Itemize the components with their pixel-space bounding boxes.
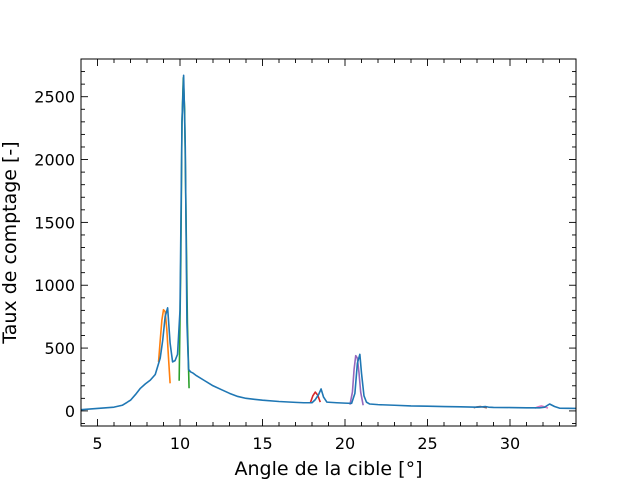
- series-line-fit-18: [309, 391, 322, 404]
- plot-frame: [80, 58, 577, 427]
- y-tick-label: 500: [44, 339, 75, 358]
- series-layer: [81, 74, 576, 411]
- y-tick-label: 2500: [34, 88, 75, 107]
- y-tick-label: 0: [65, 402, 75, 421]
- series-line-spectre: [81, 74, 576, 411]
- y-tick-label: 1000: [34, 276, 75, 295]
- y-tick-label: 1500: [34, 213, 75, 232]
- series-line-fit-9: [157, 308, 171, 384]
- ticks-layer: 5 10 15 20 25 30 0 500 1000 1500 2000 2500: [34, 58, 577, 453]
- x-tick-label: 5: [92, 434, 102, 453]
- x-tick-label: 15: [252, 434, 272, 453]
- plot-area: [81, 59, 576, 426]
- x-axis-label: Angle de la cible [°]: [235, 458, 423, 480]
- x-tick-label: 25: [417, 434, 437, 453]
- x-tick-label: 20: [335, 434, 355, 453]
- series-line-fit-21: [349, 354, 364, 406]
- x-tick-label: 30: [500, 434, 520, 453]
- y-tick-label: 2000: [34, 151, 75, 170]
- x-tick-label: 10: [170, 434, 190, 453]
- y-axis-label: Taux de comptage [-]: [0, 141, 21, 344]
